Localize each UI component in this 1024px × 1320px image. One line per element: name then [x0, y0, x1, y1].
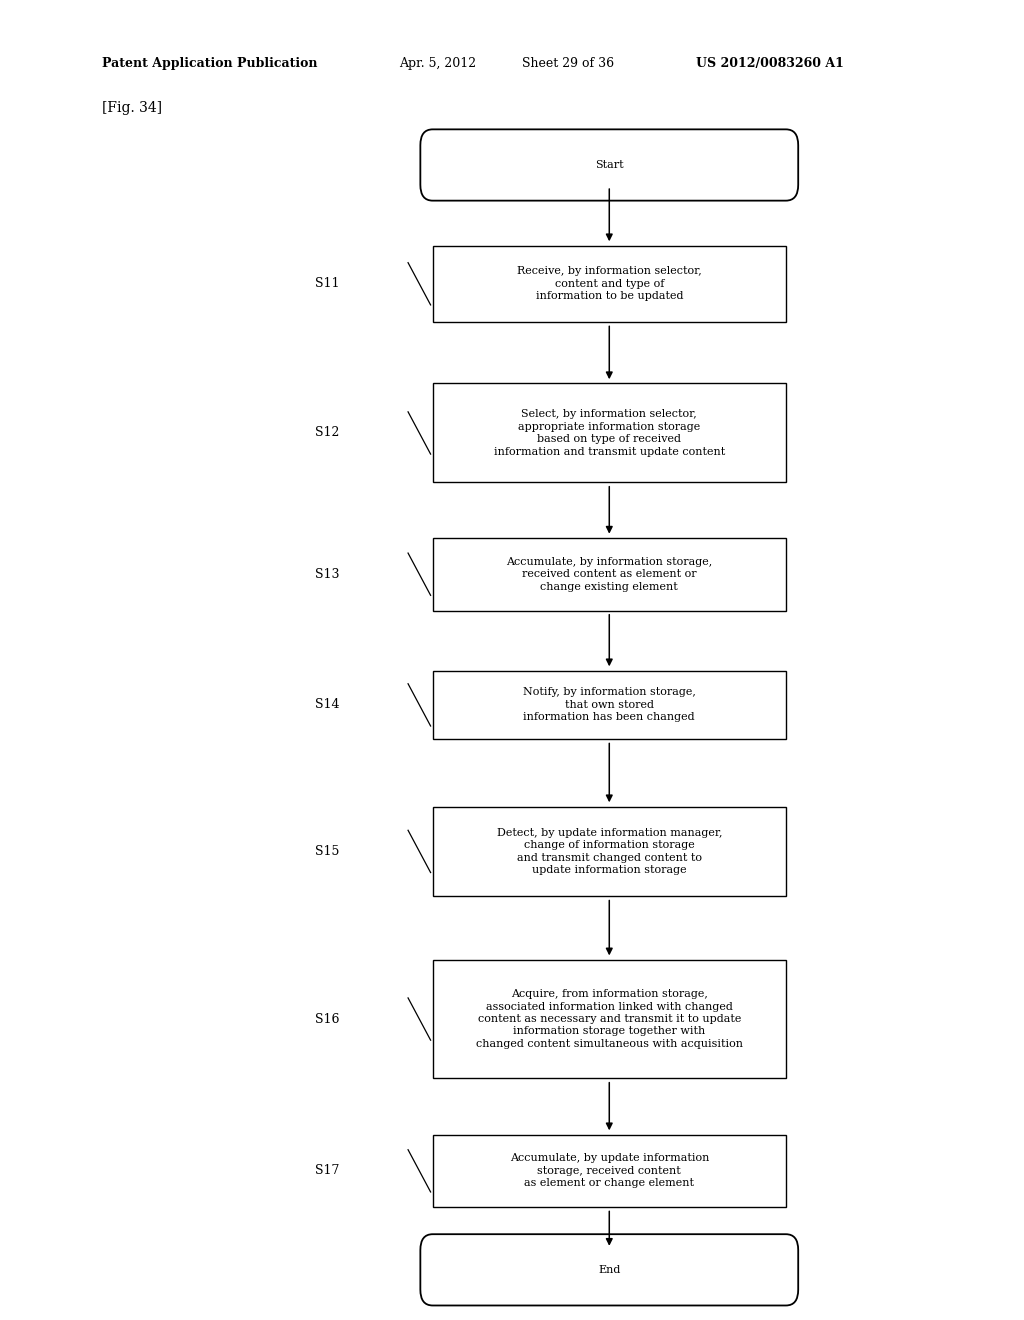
FancyBboxPatch shape — [432, 539, 786, 610]
Text: Receive, by information selector,
content and type of
information to be updated: Receive, by information selector, conten… — [517, 267, 701, 301]
Text: S12: S12 — [315, 426, 339, 440]
Text: Detect, by update information manager,
change of information storage
and transmi: Detect, by update information manager, c… — [497, 828, 722, 875]
Text: Apr. 5, 2012: Apr. 5, 2012 — [399, 57, 476, 70]
Text: Accumulate, by information storage,
received content as element or
change existi: Accumulate, by information storage, rece… — [506, 557, 713, 591]
Text: Sheet 29 of 36: Sheet 29 of 36 — [522, 57, 614, 70]
FancyBboxPatch shape — [432, 1134, 786, 1206]
Text: Acquire, from information storage,
associated information linked with changed
co: Acquire, from information storage, assoc… — [476, 989, 742, 1049]
Text: Accumulate, by update information
storage, received content
as element or change: Accumulate, by update information storag… — [510, 1154, 709, 1188]
Text: Patent Application Publication: Patent Application Publication — [102, 57, 317, 70]
Text: S15: S15 — [315, 845, 339, 858]
FancyBboxPatch shape — [432, 960, 786, 1078]
Text: Notify, by information storage,
that own stored
information has been changed: Notify, by information storage, that own… — [523, 688, 695, 722]
FancyBboxPatch shape — [432, 383, 786, 482]
Text: [Fig. 34]: [Fig. 34] — [102, 102, 163, 115]
FancyBboxPatch shape — [420, 129, 799, 201]
Text: Start: Start — [595, 160, 624, 170]
Text: Select, by information selector,
appropriate information storage
based on type o: Select, by information selector, appropr… — [494, 409, 725, 457]
Text: S14: S14 — [315, 698, 339, 711]
Text: S11: S11 — [315, 277, 339, 290]
FancyBboxPatch shape — [432, 246, 786, 322]
Text: S17: S17 — [315, 1164, 339, 1177]
Text: End: End — [598, 1265, 621, 1275]
FancyBboxPatch shape — [420, 1234, 799, 1305]
Text: US 2012/0083260 A1: US 2012/0083260 A1 — [696, 57, 844, 70]
FancyBboxPatch shape — [432, 671, 786, 739]
Text: S13: S13 — [315, 568, 339, 581]
Text: S16: S16 — [315, 1012, 339, 1026]
FancyBboxPatch shape — [432, 807, 786, 896]
